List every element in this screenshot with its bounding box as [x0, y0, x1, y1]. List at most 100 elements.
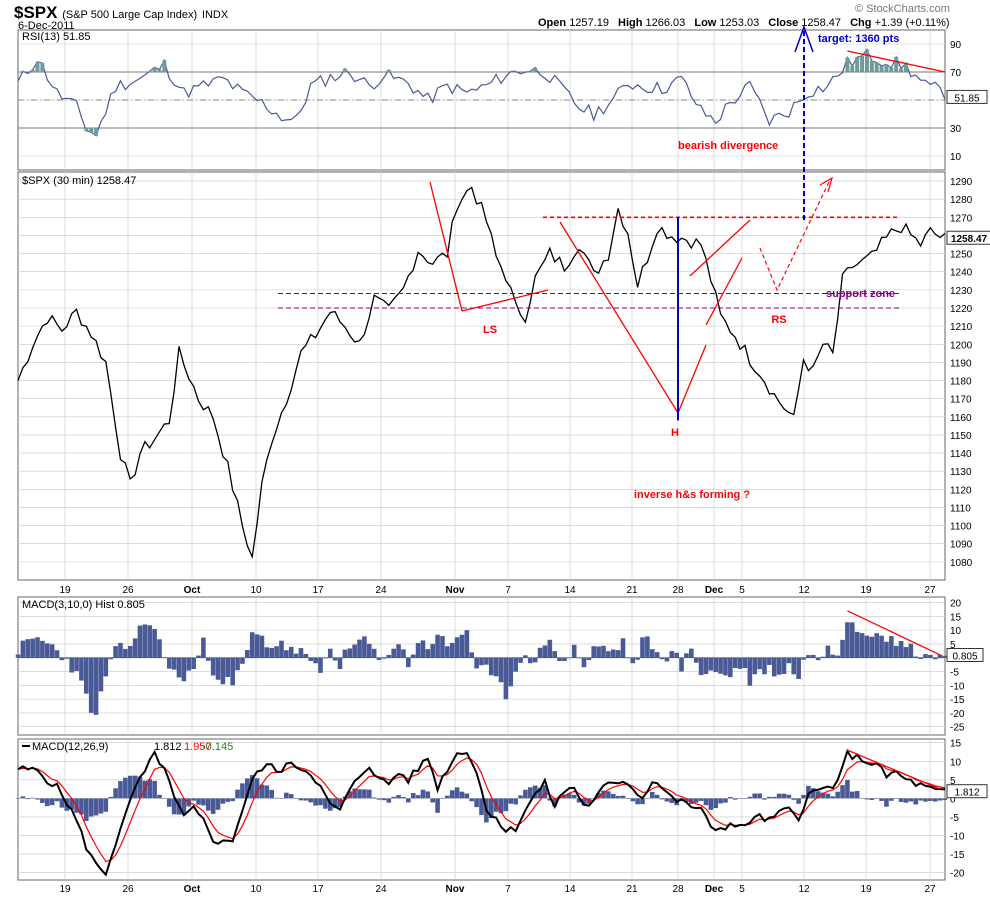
macd-diff-bar — [859, 797, 865, 799]
macd-hist-bar — [737, 657, 743, 669]
macd-diff-bar — [728, 797, 733, 799]
macd-diff-bar — [654, 794, 660, 799]
macd-axis-tick-label: -20 — [950, 869, 965, 880]
macd-signal-value: 1.957 — [184, 741, 212, 753]
macd-hist-bar — [908, 643, 914, 658]
macd-hist-panel — [17, 596, 946, 736]
macd-diff-bar — [903, 798, 909, 803]
macd-axis-tick-label: 5 — [950, 776, 956, 787]
macd-diff-bar — [937, 798, 943, 801]
macd-diff-bar — [693, 798, 699, 803]
macd-x-tick-label: 19 — [860, 884, 872, 895]
macd-hist-bar — [435, 634, 440, 658]
macd-hist-bar — [201, 637, 206, 658]
macd-diff-bar — [464, 793, 470, 799]
macd-hist-bar — [708, 657, 714, 671]
macd-hist-bar — [64, 657, 70, 659]
macd-diff-bar — [576, 798, 582, 803]
macd-diff-bar — [288, 794, 294, 799]
macd-hist-bar — [74, 657, 79, 671]
macd-hist-bar — [347, 648, 353, 658]
target-arrowhead — [794, 24, 814, 53]
macd-x-tick-label: 19 — [59, 884, 71, 895]
macd-hist-bar — [254, 634, 260, 658]
macd-hist-bar — [498, 657, 504, 683]
annotation-h: H — [671, 427, 679, 439]
macd-hist-bar — [757, 657, 762, 670]
macd-diff-bar — [381, 798, 387, 801]
macd-hist-bar — [298, 648, 304, 658]
macd-axis-tick-label: 15 — [950, 739, 962, 750]
macd-hist-bar — [659, 657, 665, 660]
macd-diff-bar — [79, 798, 84, 815]
chart-date: 6-Dec-2011 — [18, 20, 75, 32]
macd-diff-bar — [601, 790, 606, 799]
macd-hist-bar — [669, 651, 675, 658]
macd-diff-bar — [635, 798, 640, 805]
macd-hist-bar — [396, 644, 401, 658]
macd-diff-bar — [371, 797, 377, 799]
macd-hist-bar — [225, 657, 231, 677]
exchange: INDX — [201, 9, 229, 21]
ohlc-bar: Open 1257.19 High 1266.03 Low 1253.03 Cl… — [538, 17, 950, 29]
macd-diff-bar — [684, 798, 689, 803]
price-current-value: 1258.47 — [951, 234, 988, 245]
macd-diff-bar — [259, 784, 265, 799]
macd-hist-bar — [410, 654, 416, 658]
macd-diff-bar — [806, 785, 811, 799]
macd-hist-bar — [610, 649, 616, 658]
macd-hist-bar — [327, 648, 333, 658]
macd-hist-bar — [850, 622, 855, 658]
macd-diff-bar — [469, 798, 475, 802]
macd-hist-bar — [479, 657, 484, 666]
macd-hist-bar — [796, 657, 801, 679]
macd-hist-bar — [484, 657, 489, 665]
macd-hist-bar — [532, 657, 538, 663]
price-x-tick-label: 10 — [250, 585, 262, 596]
macd-hist-bar — [928, 654, 933, 658]
macd-diff-bar — [308, 798, 314, 803]
macd-diff-bar — [552, 798, 557, 807]
macd-hist-bar — [645, 636, 650, 658]
macd-diff-bar — [527, 787, 533, 799]
macd-hist-bar — [132, 638, 138, 658]
macd-hist-bar — [923, 654, 928, 658]
macd-hist-bar — [547, 639, 553, 658]
macd-diff-bar — [123, 777, 128, 799]
price-axis-tick-label: 1290 — [950, 177, 973, 188]
macd-diff-bar — [454, 787, 460, 799]
macd-hist-bar — [284, 650, 289, 658]
price-axis-tick-label: 1140 — [950, 449, 972, 460]
macd-hist-bar — [932, 657, 938, 660]
macd-diff-bar — [279, 798, 284, 799]
macd-diff-bar — [196, 798, 201, 805]
macd-diff-bar — [762, 798, 767, 800]
price-x-tick-label: 26 — [122, 585, 134, 596]
macd-diff-bar — [264, 785, 270, 799]
macd-hist-bar — [488, 657, 494, 676]
macd-hist-bar — [386, 654, 392, 658]
macd-hist-bar — [854, 631, 860, 658]
macd-diff-bar — [810, 788, 816, 799]
projected-path — [759, 179, 831, 292]
macd-diff-bar — [25, 798, 31, 800]
macd-diff-bar — [391, 796, 396, 799]
projected-arrowhead — [819, 176, 833, 193]
macd-hist-bar — [293, 653, 299, 658]
macd-hist-bar — [166, 657, 172, 669]
macd-hist-bar — [157, 639, 162, 658]
macd-hist-bar — [713, 657, 718, 673]
macd-diff-bar — [191, 798, 196, 801]
macd-diff-bar — [318, 798, 323, 806]
macd-hist-bar — [381, 657, 387, 659]
macd-diff-bar — [210, 798, 216, 814]
price-x-tick-label: Oct — [184, 585, 201, 596]
macd-hist-bar — [718, 657, 723, 674]
macd-diff-bar — [35, 798, 40, 800]
macd-diff-bar — [513, 798, 518, 805]
macd-hist-bar — [279, 640, 284, 658]
macd-hist-bar — [59, 657, 65, 661]
price-axis-tick-label: 1190 — [950, 358, 972, 369]
macd-hist-bar — [762, 657, 767, 675]
